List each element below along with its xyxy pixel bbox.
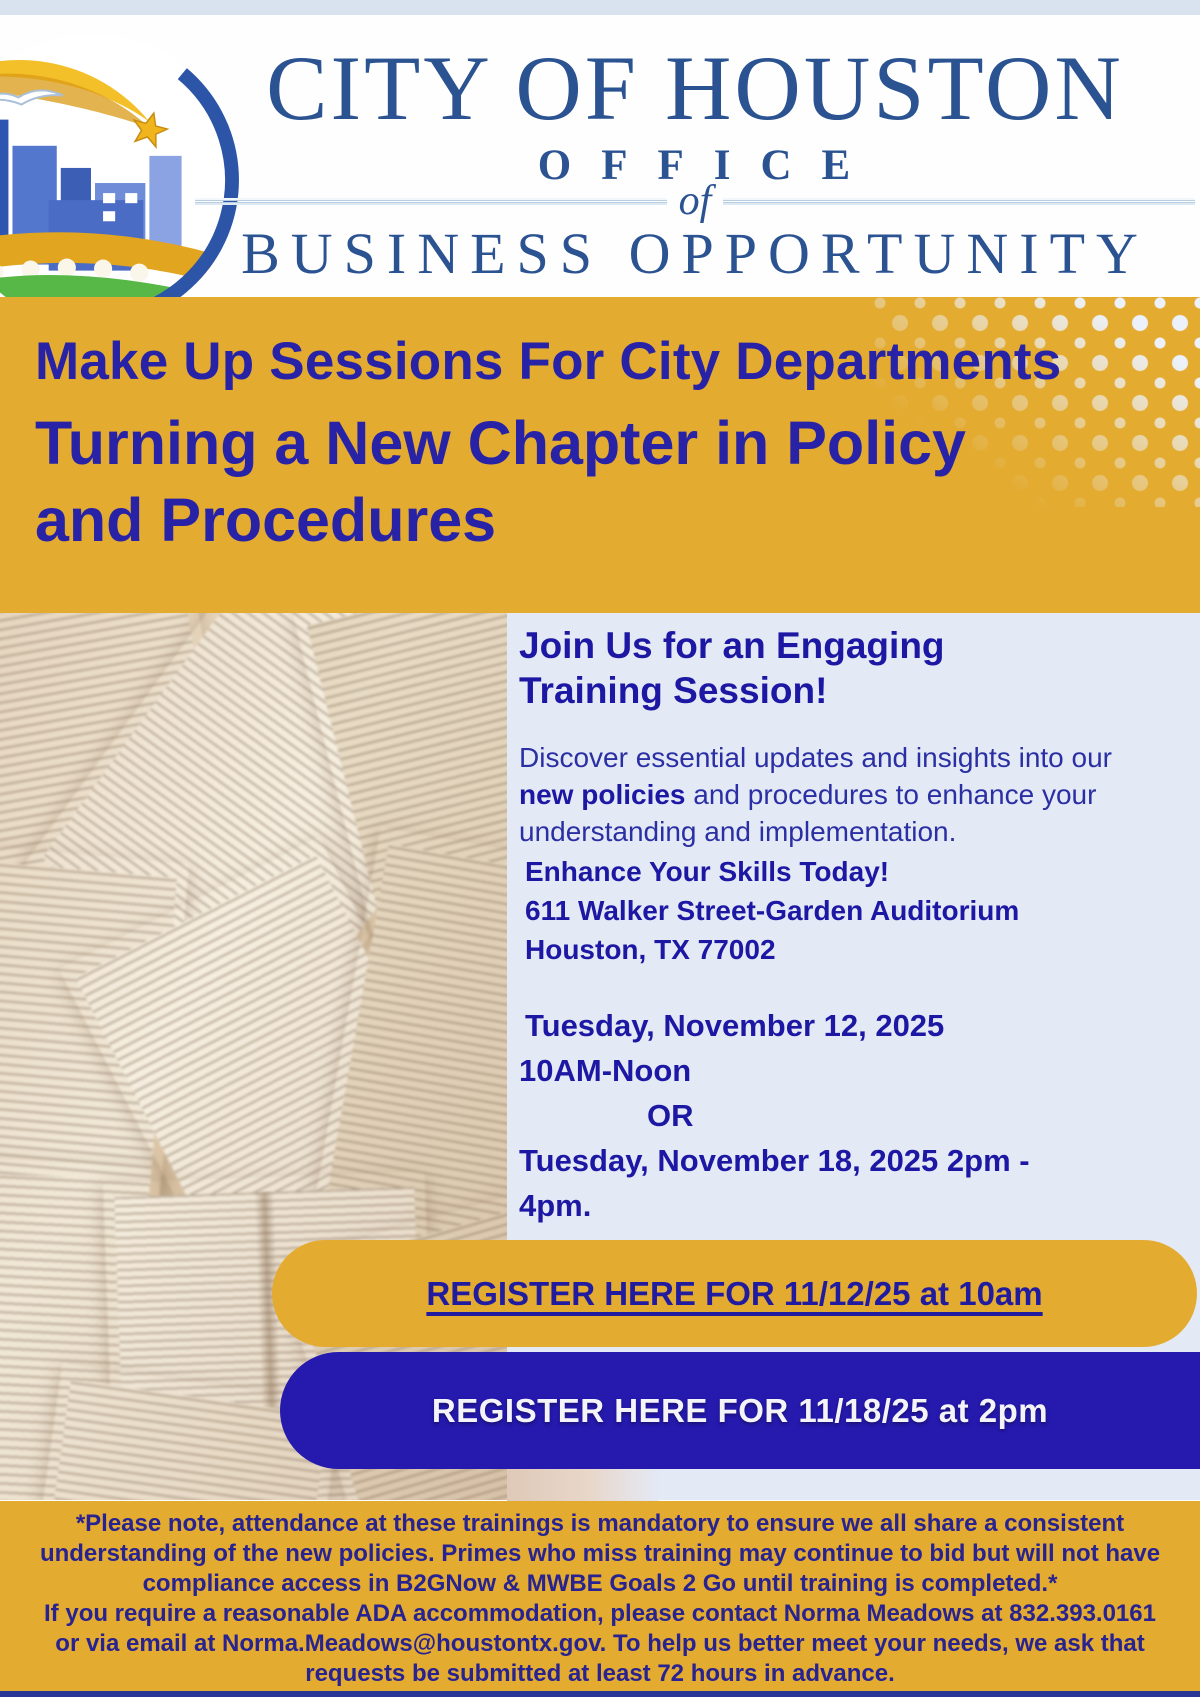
intro-line-2: new policies and procedures to enhance y… [519,776,1200,813]
flyer-title: Make Up Sessions For City Departments Tu… [0,297,1200,556]
session1-time: 10AM-Noon [519,1053,692,1088]
intro-line-2-rest: and procedures to enhance your [685,779,1097,810]
city-of-houston-logo-icon [0,34,239,297]
ada-accommodation-notice: If you require a reasonable ADA accommod… [44,1600,1156,1687]
footer-notice-band: *Please note, attendance at these traini… [0,1501,1200,1691]
register-nov12-button[interactable]: REGISTER HERE FOR 11/12/25 at 10am [272,1240,1197,1347]
session2-line-1: Tuesday, November 18, 2025 2pm - [519,1143,1030,1178]
intro-line-1: Discover essential updates and insights … [519,742,1113,773]
hero-band: Make Up Sessions For City Departments Tu… [0,297,1200,613]
intro-line-3: understanding and implementation. [519,816,957,847]
schedule-block: Tuesday, November 12, 2025 10AM-Noon OR … [519,1003,1200,1228]
address-line-1: 611 Walker Street-Garden Auditorium [525,895,1020,926]
divider-line-right [723,197,1196,205]
intro-bold-phrase: new policies [519,779,686,810]
org-office-word: OFFICE [537,142,881,189]
skills-line: Enhance Your Skills Today! [525,856,890,887]
org-of-word: of [678,178,712,224]
org-divider: of [195,178,1196,224]
header: CITY OF HOUSTON OFFICE of BUSINESS OPPOR… [0,15,1200,297]
mandatory-attendance-notice: *Please note, attendance at these traini… [39,1510,1161,1597]
session1-date: Tuesday, November 12, 2025 [525,1008,945,1043]
session-heading-line-2: Training Session! [519,670,828,711]
address-line-2: Houston, TX 77002 [525,934,776,965]
title-line-2: Turning a New Chapter in Policy [35,409,966,477]
or-label: OR [647,1098,694,1133]
org-name: CITY OF HOUSTON [266,37,1124,139]
title-line-3: and Procedures [35,486,497,554]
top-accent-strip [0,0,1200,15]
bottom-accent-strip [0,1691,1200,1697]
session-intro: Discover essential updates and insights … [519,739,1200,850]
session2-line-2: 4pm. [519,1188,592,1223]
org-title-block: CITY OF HOUSTON OFFICE of BUSINESS OPPOR… [195,37,1196,286]
halftone-dots-decoration [870,297,1200,507]
location-block: Enhance Your Skills Today! 611 Walker St… [519,852,1200,969]
title-line-1: Make Up Sessions For City Departments [35,332,1062,391]
register-nov18-label: REGISTER HERE FOR 11/18/25 at 2pm [431,1391,1049,1429]
register-nov18-button[interactable]: REGISTER HERE FOR 11/18/25 at 2pm [280,1352,1200,1469]
register-nov12-label: REGISTER HERE FOR 11/12/25 at 10am [426,1274,1043,1312]
divider-line-left [195,197,667,205]
session-heading-line-1: Join Us for an Engaging [519,625,945,666]
org-department: BUSINESS OPPORTUNITY [241,221,1149,286]
